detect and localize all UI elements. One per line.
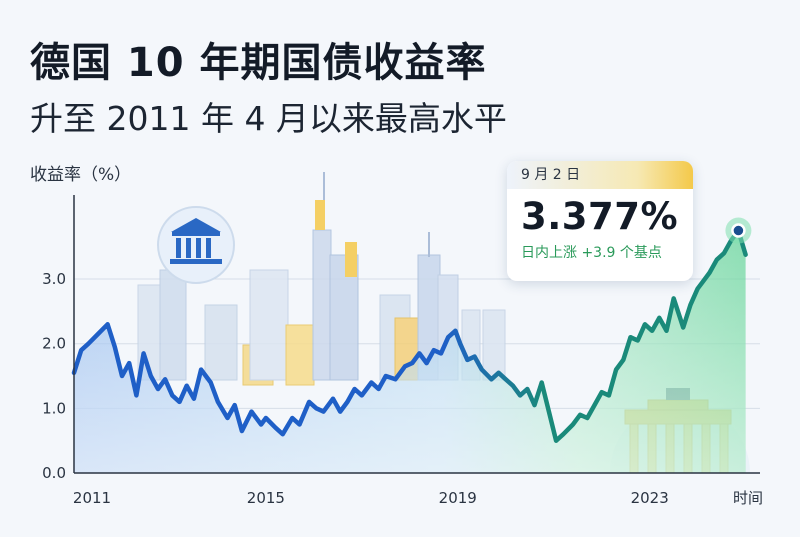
yield-line	[71, 228, 748, 443]
y-tick-label-0: 0.0	[42, 464, 66, 482]
yield-area-fade	[74, 230, 746, 473]
callout-change: 日内上涨 +3.9 个基点	[521, 245, 662, 261]
x-tick-label-0: 2011	[73, 489, 111, 507]
x-axis-label: 时间	[733, 489, 763, 507]
y-tick-label-1: 1.0	[42, 399, 66, 417]
callout-date: 9 月 2 日	[507, 161, 693, 189]
y-tick-label-2: 2.0	[42, 335, 66, 353]
callout-value: 3.377%	[521, 195, 679, 238]
x-tick-label-3: 2023	[631, 489, 669, 507]
y-tick-labels: 0.0 1.0 2.0 3.0	[42, 270, 66, 482]
page-subtitle: 升至 2011 年 4 月以来最高水平	[30, 99, 507, 138]
x-tick-labels: 2011 2015 2019 2023	[73, 489, 669, 507]
bank-icon	[157, 206, 235, 284]
x-tick-label-2: 2019	[439, 489, 477, 507]
y-axis-label: 收益率（%）	[30, 165, 132, 185]
callout-pointer	[695, 198, 726, 212]
x-tick-label-1: 2015	[247, 489, 285, 507]
axes	[73, 195, 760, 474]
y-tick-label-3: 3.0	[42, 270, 66, 288]
latest-value-callout: 9 月 2 日 3.377% 日内上涨 +3.9 个基点	[507, 161, 693, 281]
page-title: 德国 10 年期国债收益率	[30, 40, 487, 86]
end-point	[731, 223, 746, 238]
